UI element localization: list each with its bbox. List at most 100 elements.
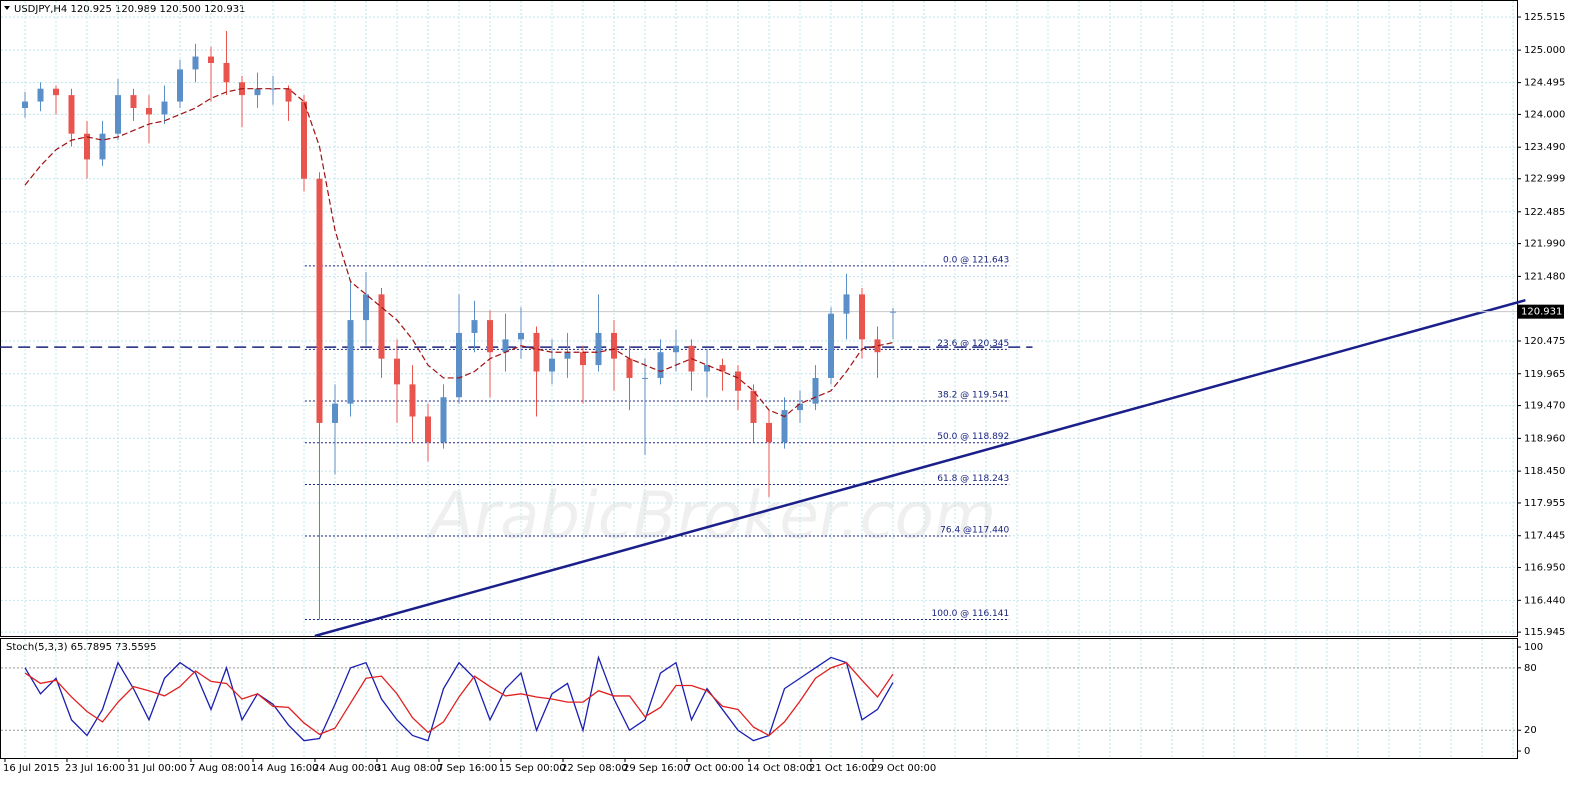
candle-body <box>611 332 617 359</box>
candle <box>394 339 400 423</box>
last-price-label: 120.931 <box>1521 307 1562 318</box>
y-tick-label: 116.440 <box>1524 595 1565 606</box>
candle <box>564 332 571 378</box>
candle <box>99 120 106 166</box>
candle-body <box>859 294 865 340</box>
candle-body <box>285 88 292 102</box>
candle <box>161 85 168 125</box>
y-tick-label: 118.960 <box>1524 433 1565 444</box>
candle <box>874 326 881 378</box>
candle <box>890 307 896 340</box>
candle-body <box>673 345 679 353</box>
candle <box>409 365 416 443</box>
y-tick-label: 115.945 <box>1524 627 1565 638</box>
candle-body <box>347 320 354 404</box>
y-tick-label: 124.495 <box>1524 78 1565 89</box>
fib-label: 50.0 @ 118.892 <box>937 432 1009 442</box>
fib-label: 61.8 @ 118.243 <box>937 474 1009 484</box>
watermark: ArabicBroker.com <box>426 480 996 554</box>
fib-label: 0.0 @ 121.643 <box>943 255 1009 265</box>
candle <box>595 294 602 372</box>
y-tick-label: 119.965 <box>1524 369 1565 380</box>
menu-arrow <box>4 6 10 10</box>
candle <box>580 345 586 404</box>
x-tick-label: 7 Aug 08:00 <box>189 763 250 774</box>
main-panel-frame <box>0 0 1518 637</box>
candle-body <box>812 377 819 404</box>
y-tick-label: 100 <box>1524 642 1543 653</box>
y-tick-label: 120.475 <box>1524 336 1565 347</box>
candle <box>347 281 354 417</box>
x-tick-label: 15 Sep 00:00 <box>499 763 566 774</box>
candle-body <box>301 101 307 179</box>
candle-body <box>487 320 493 353</box>
candle <box>549 339 555 385</box>
candle-body <box>99 133 106 160</box>
y-tick-label: 121.990 <box>1524 239 1565 250</box>
candle-body <box>161 101 168 115</box>
candle-body <box>518 332 524 340</box>
candle <box>456 294 462 404</box>
x-tick-label: 29 Sep 16:00 <box>623 763 690 774</box>
moving-average <box>24 88 894 418</box>
stoch-line <box>24 661 894 737</box>
candle <box>84 120 90 179</box>
candle-body <box>657 352 664 378</box>
candle <box>285 85 292 121</box>
candle <box>750 384 757 443</box>
stoch-title: Stoch(5,3,3) 65.7895 73.5595 <box>6 642 157 653</box>
candle-body <box>84 133 90 160</box>
candle <box>642 358 648 456</box>
candle-body <box>409 384 416 417</box>
candle-body <box>394 358 400 385</box>
candle <box>177 59 183 108</box>
candle <box>533 326 540 417</box>
candle-body <box>750 390 757 423</box>
candle <box>115 79 121 141</box>
fib-label: 38.2 @ 119.541 <box>937 391 1009 401</box>
candle <box>223 30 230 96</box>
y-tick-label: 116.950 <box>1524 563 1565 574</box>
candle-body <box>502 339 509 353</box>
candle-body <box>254 88 261 96</box>
candle-body <box>22 101 28 108</box>
x-tick-label: 7 Oct 00:00 <box>685 763 744 774</box>
candle-body <box>456 332 462 398</box>
y-tick-label: 124.000 <box>1524 109 1565 120</box>
candle-body <box>781 410 788 443</box>
candle <box>797 390 803 423</box>
candle <box>37 82 44 112</box>
x-tick-label: 21 Oct 16:00 <box>809 763 874 774</box>
candle <box>254 72 261 108</box>
candle-body <box>564 352 571 359</box>
candle-body <box>626 358 633 378</box>
y-tick-label: 123.490 <box>1524 142 1565 153</box>
x-tick-label: 16 Jul 2015 <box>3 763 60 774</box>
x-tick-label: 31 Aug 08:00 <box>375 763 442 774</box>
stoch-line <box>24 655 894 742</box>
candle <box>130 88 137 121</box>
candle-body <box>843 294 850 314</box>
chart-title: USDJPY,H4 120.925 120.989 120.500 120.93… <box>14 4 245 15</box>
x-tick-label: 7 Sep 16:00 <box>437 763 497 774</box>
y-tick-label: 117.955 <box>1524 498 1565 509</box>
x-tick-label: 24 Aug 00:00 <box>313 763 380 774</box>
last-price-box <box>1518 304 1564 319</box>
candle <box>487 310 493 398</box>
y-tick-label: 117.445 <box>1524 531 1565 542</box>
candle <box>208 46 214 102</box>
candle-body <box>270 88 276 90</box>
x-tick-label: 31 Jul 00:00 <box>127 763 187 774</box>
candle <box>812 365 819 411</box>
candle <box>332 384 338 475</box>
candle <box>192 43 199 83</box>
y-tick-label: 125.515 <box>1524 12 1565 23</box>
candle-body <box>828 313 834 378</box>
trend-line <box>314 298 1526 638</box>
candle <box>626 345 633 411</box>
candle <box>859 287 865 359</box>
candle-body <box>146 107 152 115</box>
fib-label: 23.6 @ 120.345 <box>937 339 1009 349</box>
candle-body <box>719 365 726 372</box>
